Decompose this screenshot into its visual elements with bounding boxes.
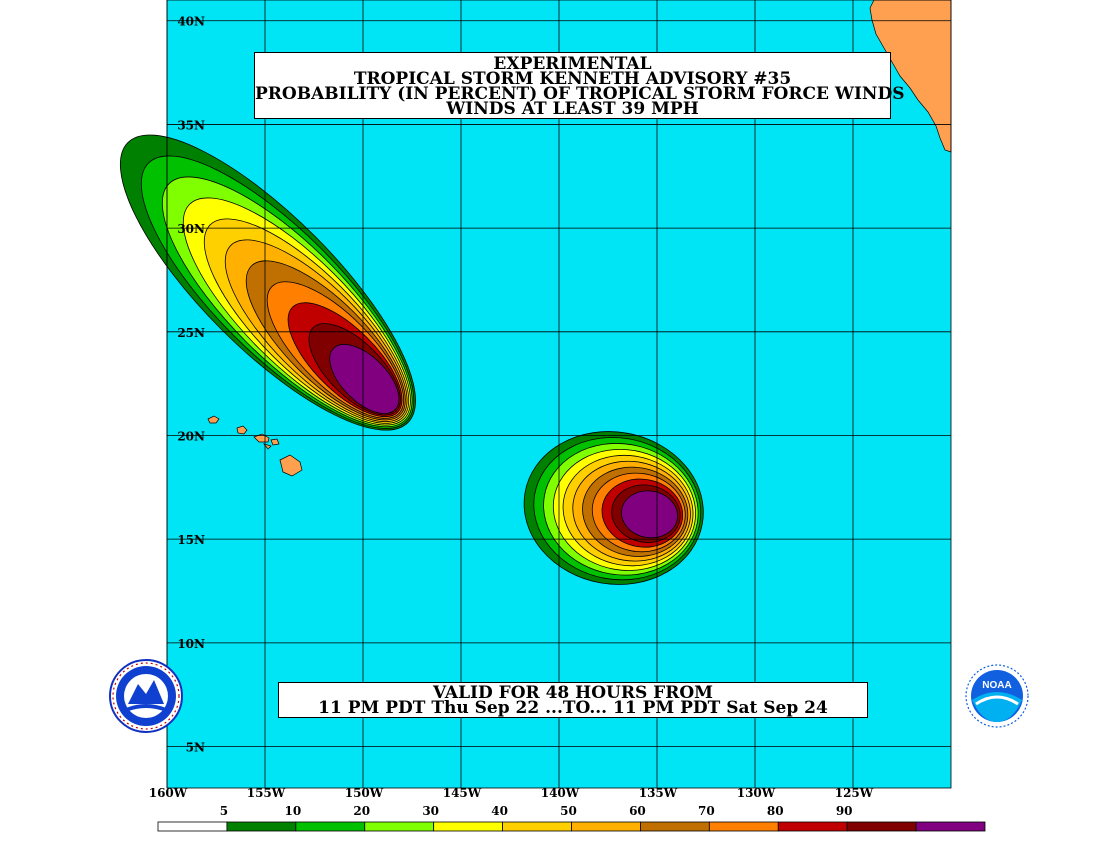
title-line-1: EXPERIMENTAL (493, 54, 652, 74)
legend-label: 70 (698, 804, 715, 818)
probability-contours (119, 134, 704, 585)
legend-label: 90 (836, 804, 853, 818)
lon-label: 160W (149, 786, 188, 800)
contour-band-11 (621, 490, 678, 539)
legend-swatch (777, 821, 848, 832)
title-line-3: PROBABILITY (IN PERCENT) OF TROPICAL STO… (255, 84, 905, 104)
legend-label: 10 (284, 804, 301, 818)
contour-band-11 (329, 344, 400, 414)
lon-label: 150W (345, 786, 384, 800)
valid-line-2: 11 PM PDT Thu Sep 22 ...TO... 11 PM PDT … (318, 698, 828, 718)
valid-line-1: VALID FOR 48 HOURS FROM (433, 683, 713, 703)
legend-swatch (295, 821, 366, 832)
hawaiian-islands (207, 415, 303, 477)
longitude-labels: 160W 155W 150W 145W 140W 135W 130W 125W (149, 786, 874, 800)
northwest-area (119, 134, 416, 431)
legend-label: 30 (422, 804, 439, 818)
legend-label: 20 (353, 804, 370, 818)
legend-label: 40 (491, 804, 508, 818)
probability-legend: 5 10 20 30 40 50 60 70 80 90 (157, 804, 986, 832)
map-frame (166, 0, 952, 789)
north-america-coast (869, 0, 952, 153)
legend-swatch (708, 821, 779, 832)
noaa-text: NOAA (982, 680, 1011, 691)
legend-swatch (226, 821, 297, 832)
lat-lon-grid (166, 0, 952, 789)
lon-label: 135W (639, 786, 678, 800)
title-line-2: TROPICAL STORM KENNETH ADVISORY #35 (353, 69, 792, 89)
latitude-labels: 40N 35N 30N 25N 20N 15N 10N 5N (177, 15, 205, 755)
lon-label: 145W (443, 786, 482, 800)
southeast-area (523, 431, 704, 585)
lon-label: 125W (835, 786, 874, 800)
legend-label: 80 (767, 804, 784, 818)
noaa-logo: NOAA (963, 662, 1031, 730)
lat-label: 15N (177, 533, 205, 547)
lon-label: 155W (247, 786, 286, 800)
legend-swatch (571, 821, 641, 832)
legend-swatch (640, 821, 710, 832)
lat-label: 40N (177, 15, 205, 29)
nws-logo (109, 659, 183, 733)
legend-label: 5 (220, 804, 228, 818)
lat-label: 10N (177, 637, 205, 651)
title-line-4: WINDS AT LEAST 39 MPH (446, 99, 699, 119)
legend-swatch (915, 821, 986, 832)
lon-label: 130W (737, 786, 776, 800)
legend-swatch (157, 821, 228, 832)
legend-swatch (364, 821, 435, 832)
valid-period-box: VALID FOR 48 HOURS FROM 11 PM PDT Thu Se… (278, 682, 868, 718)
lat-label: 25N (177, 326, 205, 340)
legend-label: 50 (560, 804, 577, 818)
legend-swatch (433, 821, 503, 832)
lon-label: 140W (541, 786, 580, 800)
lat-label: 20N (177, 429, 205, 443)
legend-label: 60 (629, 804, 646, 818)
legend-swatch (846, 821, 917, 832)
lat-label: 35N (177, 118, 205, 132)
lat-label: 30N (177, 222, 205, 236)
lat-label: 5N (186, 741, 205, 755)
legend-swatch (502, 821, 572, 832)
title-box: EXPERIMENTAL TROPICAL STORM KENNETH ADVI… (254, 52, 905, 119)
